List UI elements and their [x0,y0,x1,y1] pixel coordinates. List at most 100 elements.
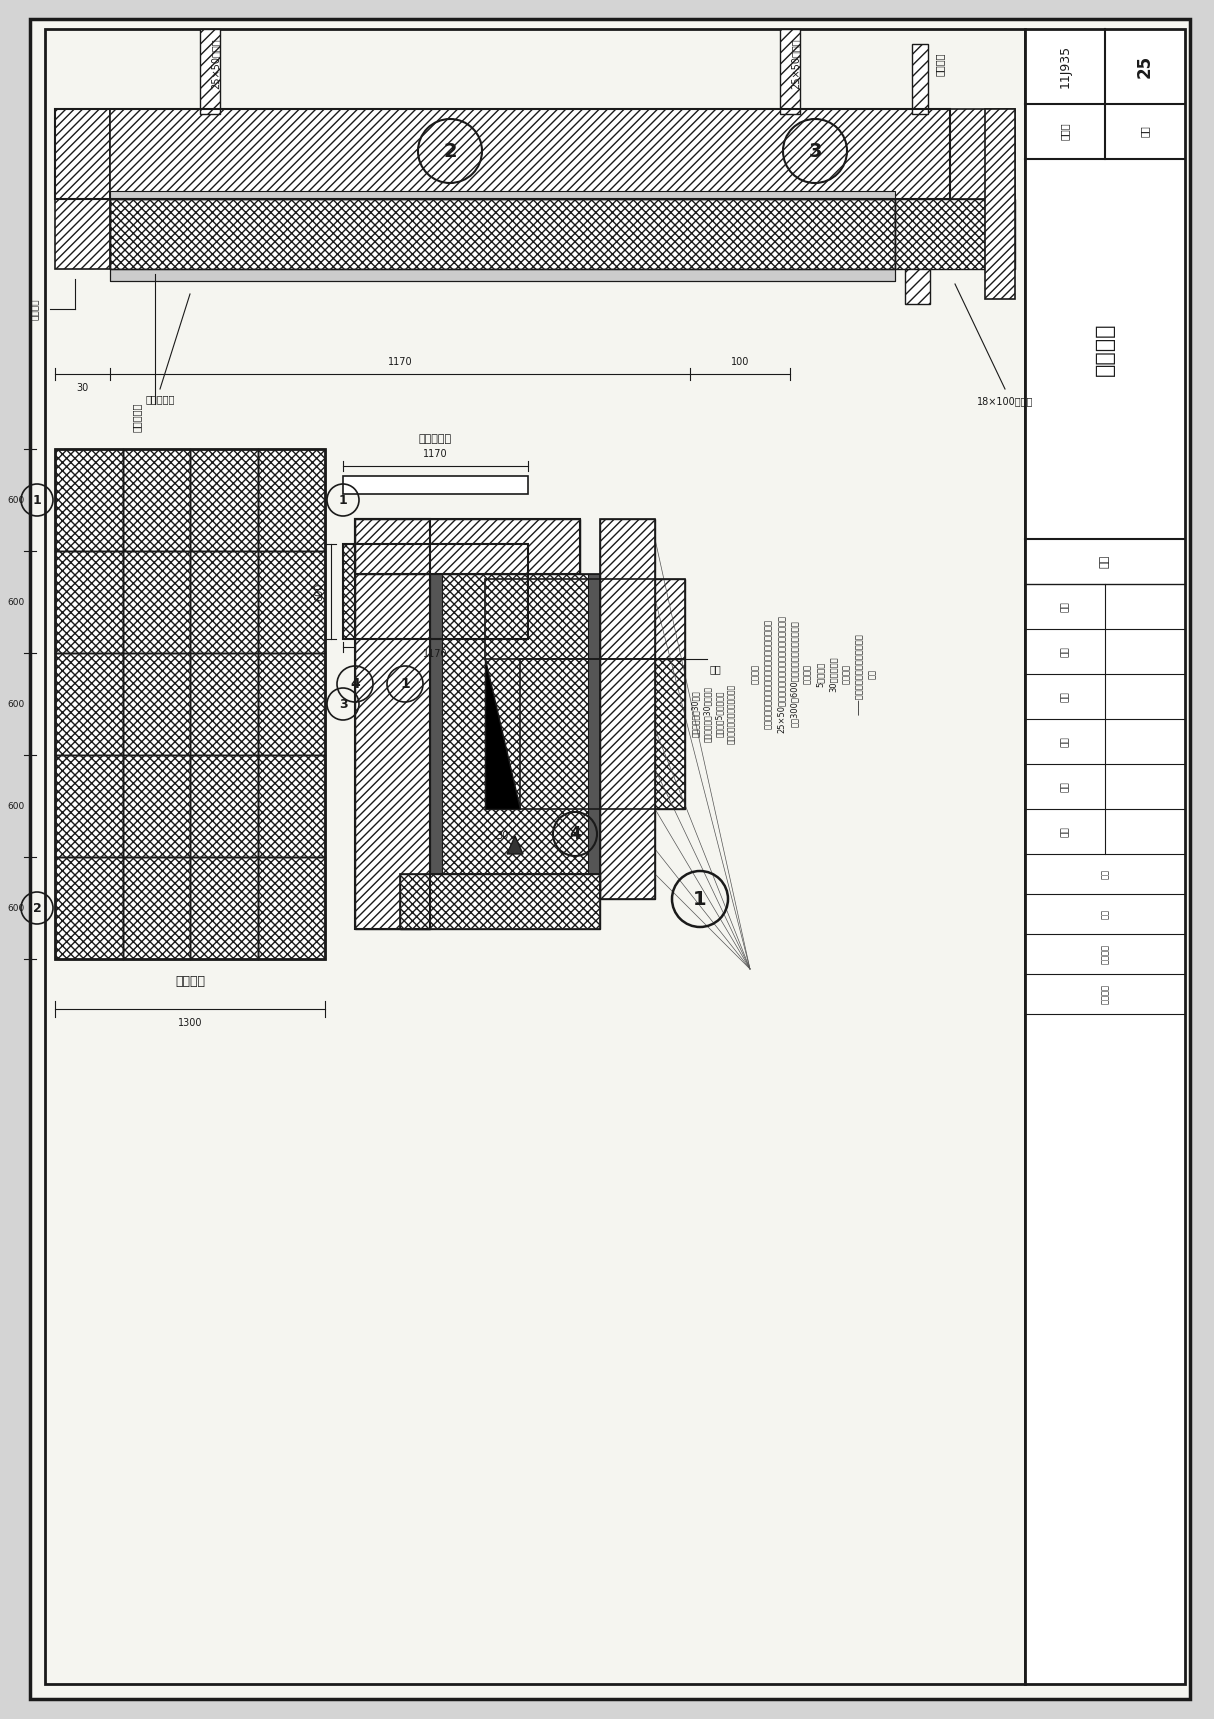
Text: 1: 1 [33,493,41,507]
Text: 校对: 校对 [1061,691,1070,701]
Bar [191,755,257,858]
Bar [191,552,257,653]
Text: 审核: 审核 [1061,646,1070,657]
Text: 5厚胶合板: 5厚胶合板 [816,662,824,686]
Text: 设计: 设计 [1061,736,1070,746]
Bar [55,108,110,268]
Text: 1170: 1170 [422,449,447,459]
Bar [191,858,257,959]
Bar [257,755,325,858]
Bar [257,552,325,653]
Text: 描图: 描图 [1061,827,1070,837]
Text: 30: 30 [76,383,89,394]
Text: 板缝: 板缝 [868,669,877,679]
Bar [430,574,600,873]
Bar [55,653,123,755]
Polygon shape [507,835,523,854]
Text: 4: 4 [350,677,359,691]
Text: 工程名称: 工程名称 [1101,983,1110,1004]
Text: 1170: 1170 [387,358,413,366]
Bar [123,449,191,552]
Text: 审定: 审定 [1061,602,1070,612]
Bar [55,449,123,552]
Bar [55,755,123,858]
Bar [55,108,951,199]
Bar [588,574,600,873]
Text: 图号: 图号 [1101,909,1110,920]
Text: 电标: 电标 [1100,555,1110,567]
Text: 软包面料包覆30粘牛: 软包面料包覆30粘牛 [691,691,699,737]
Bar [123,653,191,755]
Text: 钩头螺栓: 钩头螺栓 [750,664,760,684]
Bar [110,108,1015,199]
Bar [123,858,191,959]
Bar [399,873,600,928]
Bar [354,519,430,928]
Bar [354,519,430,928]
Text: 板顶: 板顶 [710,664,722,674]
Bar [257,653,325,755]
Text: 1: 1 [401,677,410,691]
Text: 中距300～600与胶合板固定（或与防腐木: 中距300～600与胶合板固定（或与防腐木 [789,621,799,727]
Text: 2: 2 [33,901,41,915]
Text: 软包包覆材料或按工程设计计: 软包包覆材料或按工程设计计 [726,684,736,744]
Text: 600: 600 [7,801,24,810]
Text: 25×50木龙骨: 25×50木龙骨 [790,40,800,89]
Text: 软包墙裙板: 软包墙裙板 [419,433,452,444]
Bar [1025,29,1185,1685]
Text: 25×50木龙骨正面刷水泥，涂满氧化铜防锈剂，: 25×50木龙骨正面刷水泥，涂满氧化铜防锈剂， [777,615,785,732]
Text: 单位: 单位 [1101,870,1110,878]
Text: 11J935: 11J935 [1059,45,1072,88]
Bar [904,268,930,304]
Text: 1: 1 [693,889,707,909]
Text: 3: 3 [809,141,822,160]
Text: 4: 4 [569,825,580,842]
Bar [342,476,528,493]
Text: 600: 600 [7,700,24,708]
Text: 膨胀螺栓: 膨胀螺栓 [935,52,944,76]
Bar [55,552,123,653]
Bar [781,29,800,113]
Bar [123,449,191,552]
Bar [123,552,191,653]
Text: 设计单位: 设计单位 [1101,944,1110,964]
Text: 2: 2 [443,141,456,160]
Bar [600,519,656,899]
Bar [110,199,895,268]
Bar [486,579,685,658]
Text: ——软包面料（布料、人造革等）: ——软包面料（布料、人造革等） [855,633,863,715]
Bar [257,858,325,959]
Bar [257,653,325,755]
Bar [600,519,656,899]
Text: 30厚泡沫棉料: 30厚泡沫棉料 [828,657,838,691]
Bar [110,199,895,268]
Bar [257,755,325,858]
Text: 25: 25 [1136,55,1155,77]
Bar [123,755,191,858]
Bar [123,552,191,653]
Bar [895,199,1015,268]
Bar [191,653,257,755]
Bar [985,108,1015,299]
Bar [342,543,528,639]
Text: 无毒环保高分子防水涂料，将胶合板与木龙骨固定: 无毒环保高分子防水涂料，将胶合板与木龙骨固定 [764,619,772,729]
Text: 18×100木踢脚: 18×100木踢脚 [977,395,1033,406]
Bar [191,449,257,552]
Bar [55,653,123,755]
Text: 制图: 制图 [1061,780,1070,792]
Bar [354,519,580,574]
Bar [257,858,325,959]
Bar [191,653,257,755]
Text: 软包墙裙板: 软包墙裙板 [132,402,142,431]
Bar [123,755,191,858]
Text: 软包墙裙: 软包墙裙 [1095,321,1114,376]
Bar [55,755,123,858]
Text: 25×50木龙骨: 25×50木龙骨 [210,40,220,89]
Text: 软包墙裙板: 软包墙裙板 [146,394,175,404]
Bar [342,543,528,639]
Text: 1300: 1300 [177,1018,203,1028]
Bar [257,552,325,653]
Bar [45,29,1025,1685]
Text: 硬木边框: 硬木边框 [30,299,40,320]
Text: 30: 30 [497,830,509,841]
